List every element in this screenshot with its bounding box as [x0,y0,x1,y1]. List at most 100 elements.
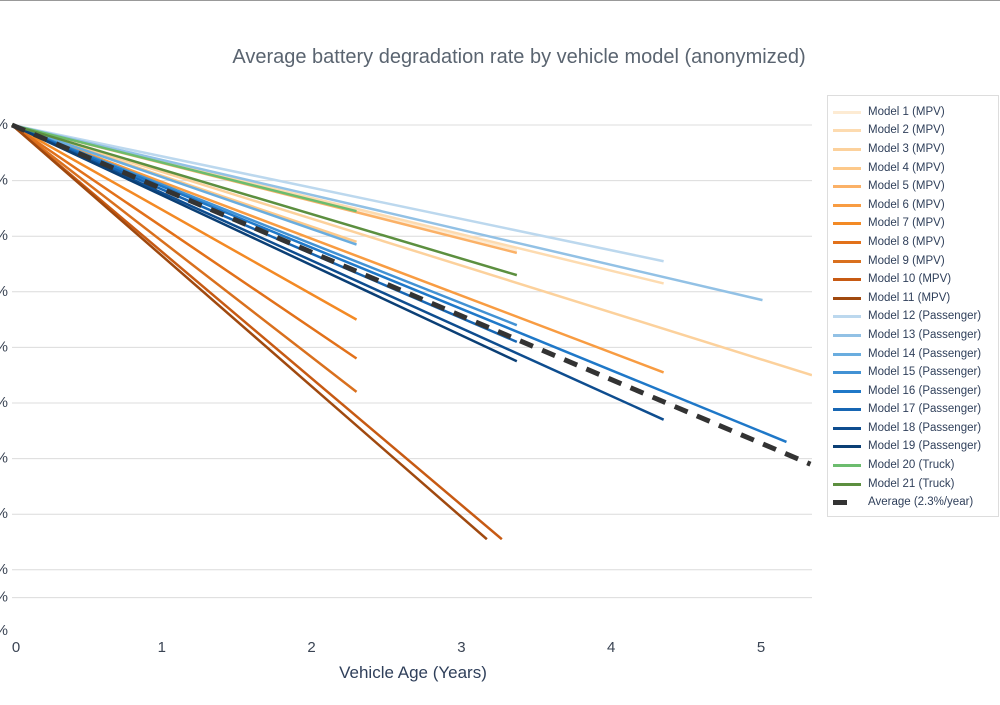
legend-swatch [833,482,861,486]
legend-swatch [833,166,861,170]
series-line-20 [11,123,357,213]
legend-swatch [833,333,861,337]
legend-item[interactable]: Model 9 (MPV) [828,252,998,271]
x-tick-label: 2 [307,639,315,656]
legend-swatch [833,259,861,263]
y-axis-ticks: %%%%%%%%%%% [0,116,8,639]
legend-label: Model 5 (MPV) [868,180,945,193]
legend-swatch [833,278,861,282]
legend-item[interactable]: Model 2 (MPV) [828,122,998,141]
legend-item[interactable]: Model 14 (Passenger) [828,345,998,364]
legend-swatch [833,240,861,244]
legend-item[interactable]: Model 8 (MPV) [828,233,998,252]
legend-label: Model 18 (Passenger) [868,421,982,434]
series-line-18 [11,123,665,421]
series-line-14 [11,123,357,246]
legend-label: Model 19 (Passenger) [868,440,982,453]
legend-item[interactable]: Model 21 (Truck) [828,475,998,494]
legend-label: Model 21 (Truck) [868,477,955,490]
chart-title: Average battery degradation rate by vehi… [232,46,805,68]
legend-label: Model 6 (MPV) [868,198,945,211]
x-axis-label: Vehicle Age (Years) [339,663,487,682]
x-tick-label: 5 [757,639,765,656]
legend-item[interactable]: Model 13 (Passenger) [828,326,998,345]
x-tick-label: 1 [158,639,166,656]
legend-item[interactable]: Model 11 (MPV) [828,289,998,308]
legend-swatch [833,426,861,430]
y-tick-label: % [0,394,8,411]
legend-swatch [833,464,861,468]
legend-item[interactable]: Model 17 (Passenger) [828,401,998,420]
y-tick-label: % [0,589,8,606]
legend-swatch [833,408,861,412]
legend-label: Model 16 (Passenger) [868,384,982,397]
legend-label: Model 9 (MPV) [868,254,945,267]
series-line-9 [11,124,358,393]
legend-item[interactable]: Model 4 (MPV) [828,159,998,178]
x-tick-label: 0 [12,639,20,656]
series-lines [11,122,812,540]
legend-label: Model 7 (MPV) [868,217,945,230]
y-tick-label: % [0,338,8,355]
legend-swatch [833,203,861,207]
legend-label: Model 10 (MPV) [868,273,952,286]
legend-label: Average (2.3%/year) [868,496,974,509]
legend-item[interactable]: Model 19 (Passenger) [828,438,998,457]
legend-label: Model 1 (MPV) [868,105,945,118]
legend-label: Model 17 (Passenger) [868,403,982,416]
legend-item[interactable]: Model 5 (MPV) [828,177,998,196]
gridlines [12,124,812,599]
legend-label: Model 12 (Passenger) [868,310,982,323]
legend: Model 1 (MPV) Model 2 (MPV) Model 3 (MPV) M… [827,95,999,517]
series-line-16 [11,123,787,444]
x-tick-label: 4 [607,639,615,656]
legend-swatch [833,500,847,506]
y-tick-label: % [0,227,8,244]
y-tick-label: % [0,450,8,467]
legend-item[interactable]: Average (2.3%/year) [828,493,998,512]
legend-item[interactable]: Model 6 (MPV) [828,196,998,215]
legend-swatch [833,129,861,133]
legend-item[interactable]: Model 10 (MPV) [828,270,998,289]
legend-item[interactable]: Model 15 (Passenger) [828,363,998,382]
legend-label: Model 8 (MPV) [868,235,945,248]
legend-label: Model 2 (MPV) [868,124,945,137]
legend-swatch [833,185,861,189]
legend-label: Model 11 (MPV) [868,291,951,304]
legend-label: Model 20 (Truck) [868,459,955,472]
legend-item[interactable]: Model 12 (Passenger) [828,308,998,327]
legend-label: Model 14 (Passenger) [868,347,982,360]
x-axis-ticks: 0 1 2 3 4 5 [12,639,765,656]
series-line-10 [11,124,503,540]
legend-swatch [833,147,861,151]
legend-item[interactable]: Model 7 (MPV) [828,215,998,234]
legend-label: Model 15 (Passenger) [868,366,982,379]
y-tick-label: % [0,116,8,133]
legend-swatch [833,352,861,356]
series-line-11 [11,124,488,540]
top-border [0,0,1000,1]
legend-item[interactable]: Model 3 (MPV) [828,140,998,159]
legend-swatch [833,296,861,300]
series-line-8 [11,123,358,360]
series-line-12 [11,123,664,263]
series-line-3 [11,123,812,377]
legend-item[interactable]: Model 18 (Passenger) [828,419,998,438]
legend-swatch [833,315,861,319]
series-line-7 [11,123,358,321]
legend-label: Model 13 (Passenger) [868,328,982,341]
series-line-13 [11,123,763,302]
legend-swatch [833,389,861,393]
legend-swatch [833,445,861,449]
legend-item[interactable]: Model 1 (MPV) [828,103,998,122]
legend-label: Model 4 (MPV) [868,161,945,174]
y-tick-label: % [0,505,8,522]
y-tick-label: % [0,561,8,578]
legend-swatch [833,222,861,226]
legend-item[interactable]: Model 20 (Truck) [828,456,998,475]
series-line-6 [11,123,665,374]
y-tick-label: % [0,283,8,300]
y-tick-label: % [0,172,8,189]
legend-item[interactable]: Model 16 (Passenger) [828,382,998,401]
